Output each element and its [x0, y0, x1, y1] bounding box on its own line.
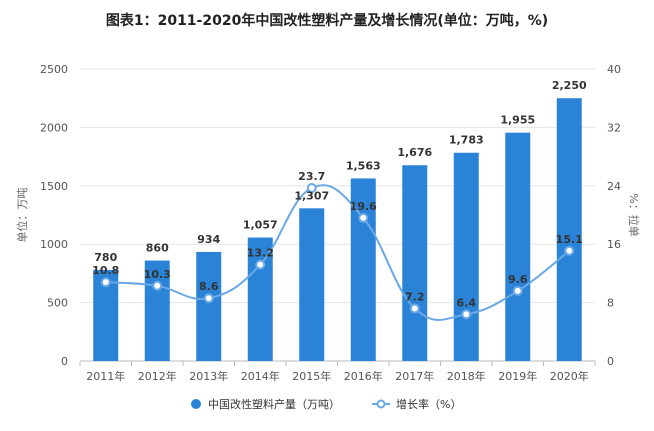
bar-value-label: 1,057: [243, 219, 278, 232]
bar-value-label: 1,955: [500, 114, 535, 127]
data-labels: 780 860 934 1,057 1,307 1,563 1,676 1,783 1,955 2…: [92, 79, 587, 309]
x-tick-label: 2013年: [189, 369, 228, 383]
y-tick-label: 2500: [40, 63, 68, 76]
y-tick-label: 500: [47, 297, 68, 310]
legend-bar-swatch: [191, 399, 201, 409]
bar: [196, 251, 222, 361]
y2-tick-label: 24: [607, 180, 621, 193]
bar: [505, 132, 531, 361]
y-tick-label: 0: [61, 355, 68, 368]
x-tick-label: 2015年: [292, 369, 331, 383]
y2-tick-label: 40: [607, 63, 621, 76]
bar-series: [93, 98, 582, 361]
y-tick-label: 2000: [40, 121, 68, 134]
rate-point: [358, 212, 369, 223]
rate-value-label: 7.2: [405, 290, 425, 303]
x-tick-label: 2016年: [344, 369, 383, 383]
bar-value-label: 860: [146, 242, 169, 255]
y-axis-right: 0 8 16 24 32 40: [607, 63, 621, 368]
bar: [247, 237, 273, 361]
bar: [299, 208, 325, 361]
bar-value-label: 1,563: [346, 159, 381, 172]
rate-value-label: 23.7: [298, 170, 325, 183]
rate-point: [255, 259, 266, 270]
bar: [453, 152, 479, 361]
bar: [144, 260, 170, 361]
rate-point: [100, 277, 111, 288]
y-tick-label: 1000: [40, 238, 68, 251]
y-axis-right-label: %：拉单: [627, 193, 641, 236]
bar-value-label: 1,307: [294, 189, 329, 202]
legend-line-marker: [376, 399, 386, 409]
bar-value-label: 1,783: [449, 134, 484, 147]
bar-value-label: 780: [94, 251, 117, 264]
rate-value-label: 9.6: [508, 273, 528, 286]
rate-value-label: 6.4: [457, 296, 477, 309]
rate-point: [306, 182, 317, 193]
legend: 中国改性塑料产量（万吨） 增长率（%）: [191, 397, 461, 411]
y2-tick-label: 8: [607, 297, 614, 310]
x-tick-label: 2011年: [86, 369, 125, 383]
bar: [402, 165, 428, 361]
rate-point: [203, 293, 214, 304]
rate-line: [105, 184, 570, 321]
legend-bar-label: 中国改性塑料产量（万吨）: [208, 397, 340, 411]
legend-line-label: 增长率（%）: [396, 397, 461, 411]
rate-value-label: 15.1: [556, 233, 583, 246]
rate-value-label: 10.3: [144, 268, 171, 281]
chart-title: 图表1：2011-2020年中国改性塑料产量及增长情况(单位：万吨，%): [105, 13, 549, 29]
line-series: [100, 182, 575, 321]
y-axis-left-label: 单位：万吨: [15, 188, 29, 243]
x-tick-label: 2019年: [498, 369, 537, 383]
bar: [556, 98, 582, 361]
rate-value-label: 19.6: [350, 200, 377, 213]
x-tick-label: 2017年: [395, 369, 434, 383]
rate-point: [152, 280, 163, 291]
rate-point: [461, 309, 472, 320]
rate-point: [564, 245, 575, 256]
rate-value-label: 8.6: [199, 280, 219, 293]
x-tick-label: 2014年: [241, 369, 280, 383]
x-tick-label: 2012年: [138, 369, 177, 383]
y-axis-left: 0 500 1000 1500 2000 2500: [40, 63, 68, 368]
y2-tick-label: 0: [607, 355, 614, 368]
rate-point: [512, 285, 523, 296]
y-tick-label: 1500: [40, 180, 68, 193]
rate-value-label: 13.2: [247, 247, 274, 260]
rate-point: [409, 303, 420, 314]
bar-value-label: 1,676: [397, 146, 432, 159]
bar-value-label: 2,250: [552, 79, 587, 92]
bar-value-label: 934: [197, 233, 220, 246]
y2-tick-label: 16: [607, 238, 621, 251]
rate-value-label: 10.8: [92, 264, 119, 277]
y2-tick-label: 32: [607, 121, 621, 134]
x-axis: 2011年 2012年 2013年 2014年 2015年 2016年 2017年 2018年…: [79, 361, 596, 383]
x-tick-label: 2018年: [447, 369, 486, 383]
x-tick-label: 2020年: [550, 369, 589, 383]
